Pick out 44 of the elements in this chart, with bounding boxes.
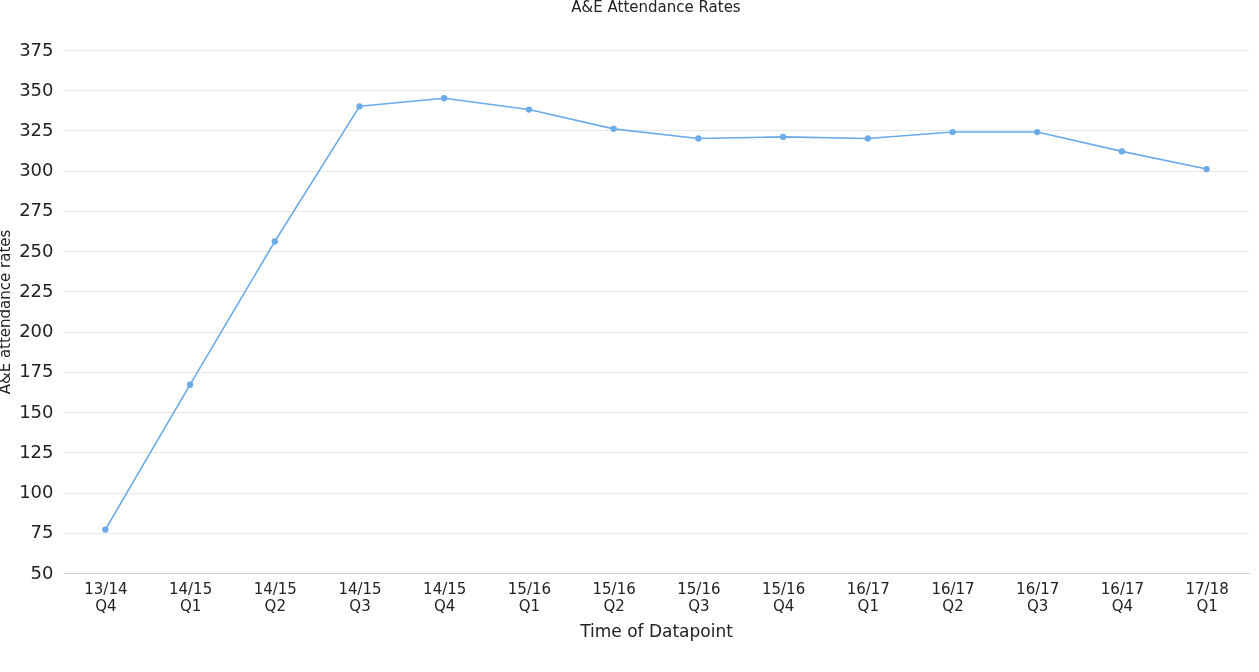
y-tick-label: 175 <box>19 360 54 382</box>
x-tick-label: 16/17 Q3 <box>1016 579 1060 615</box>
point <box>1034 128 1041 136</box>
y-tick-label: 275 <box>19 199 54 221</box>
point <box>186 381 194 388</box>
point <box>271 238 278 245</box>
y-tick-label: 100 <box>19 481 54 503</box>
point <box>695 135 702 142</box>
y-tick-label: 325 <box>19 118 54 140</box>
y-tick-label: 200 <box>19 320 54 342</box>
x-tick-label: 17/18 Q1 <box>1185 579 1229 615</box>
point <box>1118 148 1126 155</box>
y-tick-label: 75 <box>30 521 54 543</box>
y-tick-label: 300 <box>19 159 54 181</box>
point <box>949 128 956 136</box>
x-tick-label: 16/17 Q4 <box>1100 579 1145 615</box>
x-tick-label: 15/16 Q3 <box>677 579 721 615</box>
x-tick-label: 15/16 Q1 <box>507 579 552 615</box>
point <box>779 133 787 141</box>
point <box>525 106 533 113</box>
y-tick-label: 350 <box>19 78 54 100</box>
x-tick-label: 14/15 Q4 <box>423 579 467 615</box>
point <box>356 103 363 110</box>
y-tick-label: 125 <box>19 440 54 462</box>
y-tick-label: 250 <box>19 239 54 261</box>
x-tick-label: 15/16 Q4 <box>761 579 806 615</box>
x-tick-label: 14/15 Q1 <box>168 579 213 615</box>
point <box>610 125 617 133</box>
x-tick-label: 14/15 Q2 <box>253 579 297 615</box>
x-tick-label: 13/14 Q4 <box>84 579 128 615</box>
x-tick-label: 14/15 Q3 <box>338 579 382 615</box>
x-axis-title: Time of Datapoint <box>579 620 734 641</box>
x-tick-label: 15/16 Q2 <box>592 579 636 615</box>
y-tick-label: 225 <box>19 279 54 301</box>
y-tick-label: 50 <box>30 561 54 583</box>
x-tick-label: 16/17 Q1 <box>846 579 890 615</box>
point <box>441 95 448 102</box>
point <box>864 135 871 142</box>
y-tick-label: 375 <box>19 38 54 60</box>
y-tick-label: 150 <box>19 400 54 422</box>
point <box>1203 165 1210 173</box>
chart-title: A&E Attendance Rates <box>571 0 741 16</box>
point <box>102 526 109 533</box>
x-tick-label: 16/17 Q2 <box>931 579 975 615</box>
